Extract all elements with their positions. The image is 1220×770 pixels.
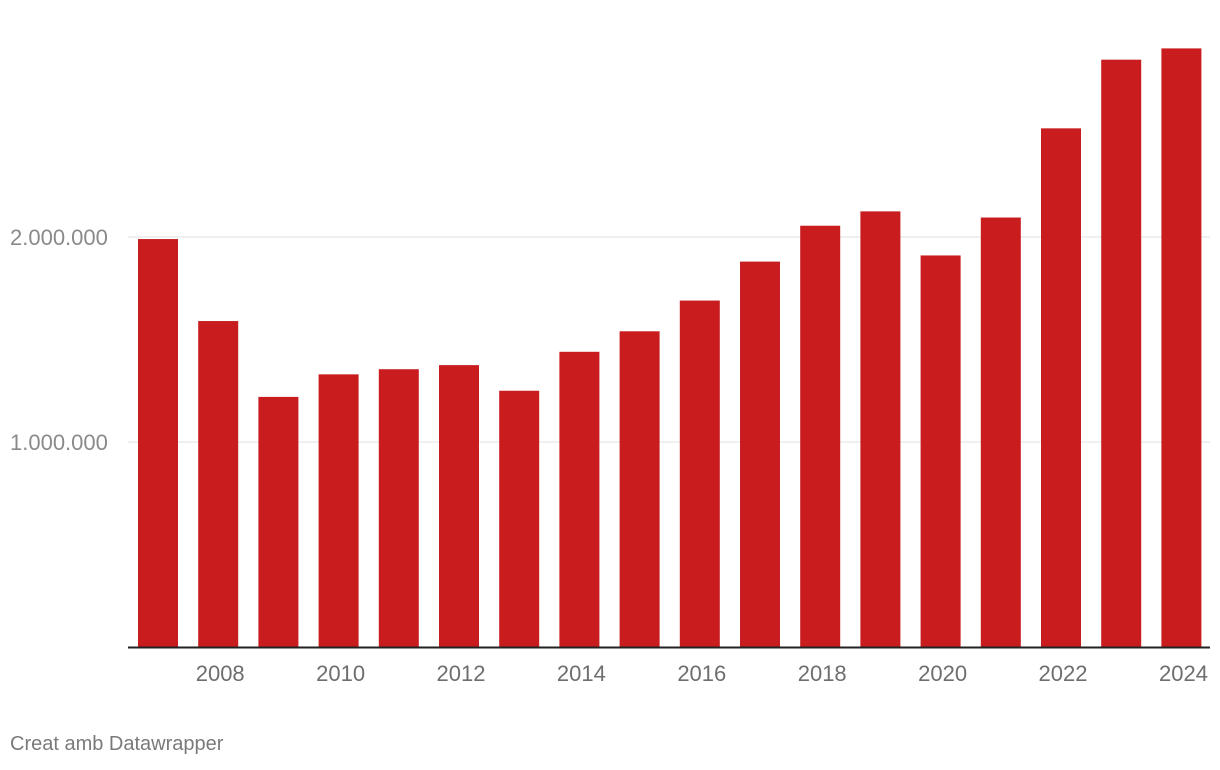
bar <box>679 300 720 647</box>
bar <box>619 331 660 647</box>
x-tick-label: 2008 <box>196 661 245 686</box>
bar <box>198 321 239 647</box>
x-tick-label: 2010 <box>316 661 365 686</box>
y-tick-label: 1.000.000 <box>10 430 108 455</box>
bar <box>980 217 1021 647</box>
bars <box>138 48 1202 648</box>
bar <box>860 211 901 647</box>
bar <box>559 351 600 647</box>
datawrapper-credit: Creat amb Datawrapper <box>10 733 224 755</box>
x-tick-labels: 2008 2010 2012 2014 2016 2018 2020 2022 2024 <box>196 661 1208 686</box>
y-tick-labels: 1.000.000 2.000.000 <box>10 225 108 455</box>
bar <box>378 369 419 647</box>
bar <box>138 239 178 648</box>
x-tick-label: 2016 <box>677 661 726 686</box>
x-tick-label: 2022 <box>1039 661 1088 686</box>
bar <box>920 255 961 647</box>
bar <box>1101 59 1142 648</box>
x-tick-label: 2012 <box>437 661 486 686</box>
bar <box>1041 128 1081 648</box>
x-tick-label: 2018 <box>798 661 847 686</box>
bar <box>258 396 299 647</box>
bar <box>318 374 359 647</box>
bar <box>740 261 780 647</box>
x-tick-label: 2020 <box>918 661 967 686</box>
bar <box>439 365 479 647</box>
x-tick-label: 2014 <box>557 661 606 686</box>
x-tick-label: 2024 <box>1159 661 1208 686</box>
bar <box>1161 48 1202 647</box>
y-tick-label: 2.000.000 <box>10 225 108 250</box>
bar <box>499 390 540 647</box>
bar <box>800 225 841 647</box>
gridlines <box>128 236 1210 443</box>
